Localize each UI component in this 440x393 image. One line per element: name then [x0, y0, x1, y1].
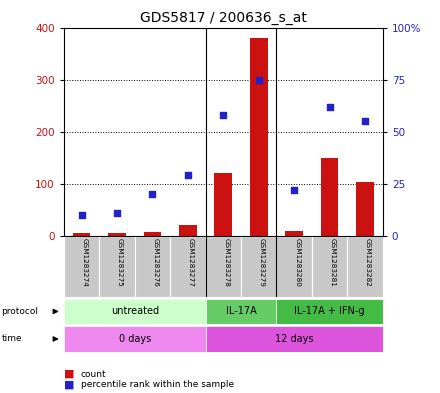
Bar — [64, 326, 205, 352]
Point — [326, 103, 333, 110]
Point — [291, 187, 298, 193]
Text: percentile rank within the sample: percentile rank within the sample — [81, 380, 234, 389]
Text: GSM1283278: GSM1283278 — [223, 238, 229, 286]
Bar — [108, 233, 126, 236]
Bar — [73, 233, 90, 236]
Bar — [143, 231, 161, 236]
Bar — [250, 38, 268, 236]
Text: untreated: untreated — [110, 307, 159, 316]
Text: GSM1283279: GSM1283279 — [259, 238, 265, 286]
Bar — [179, 225, 197, 236]
Text: time: time — [1, 334, 22, 343]
Text: IL-17A: IL-17A — [226, 307, 257, 316]
Bar — [276, 236, 312, 297]
Bar — [276, 299, 383, 324]
Bar — [285, 231, 303, 236]
Text: GSM1283275: GSM1283275 — [117, 238, 123, 286]
Bar — [321, 158, 338, 236]
Text: GSM1283277: GSM1283277 — [188, 238, 194, 286]
Point — [184, 172, 191, 178]
Text: 0 days: 0 days — [118, 334, 151, 344]
Title: GDS5817 / 200636_s_at: GDS5817 / 200636_s_at — [140, 11, 307, 25]
Bar — [312, 236, 347, 297]
Bar — [64, 299, 205, 324]
Bar — [135, 236, 170, 297]
Text: protocol: protocol — [1, 307, 38, 316]
Point — [78, 212, 85, 218]
Bar — [205, 326, 383, 352]
Text: count: count — [81, 370, 106, 378]
Text: ■: ■ — [64, 369, 74, 379]
Bar — [170, 236, 205, 297]
Bar — [347, 236, 383, 297]
Bar — [64, 236, 99, 297]
Text: GSM1283282: GSM1283282 — [365, 238, 371, 286]
Bar — [99, 236, 135, 297]
Text: IL-17A + IFN-g: IL-17A + IFN-g — [294, 307, 365, 316]
Text: GSM1283276: GSM1283276 — [152, 238, 158, 286]
Point — [114, 210, 121, 216]
Bar — [205, 236, 241, 297]
Point — [362, 118, 369, 124]
Point — [255, 76, 262, 83]
Bar — [241, 236, 276, 297]
Bar — [205, 299, 276, 324]
Bar — [356, 182, 374, 236]
Text: GSM1283281: GSM1283281 — [330, 238, 336, 286]
Bar — [214, 173, 232, 236]
Point — [149, 191, 156, 197]
Point — [220, 112, 227, 118]
Text: ■: ■ — [64, 379, 74, 389]
Text: GSM1283274: GSM1283274 — [81, 238, 88, 286]
Text: GSM1283280: GSM1283280 — [294, 238, 300, 286]
Text: 12 days: 12 days — [275, 334, 313, 344]
